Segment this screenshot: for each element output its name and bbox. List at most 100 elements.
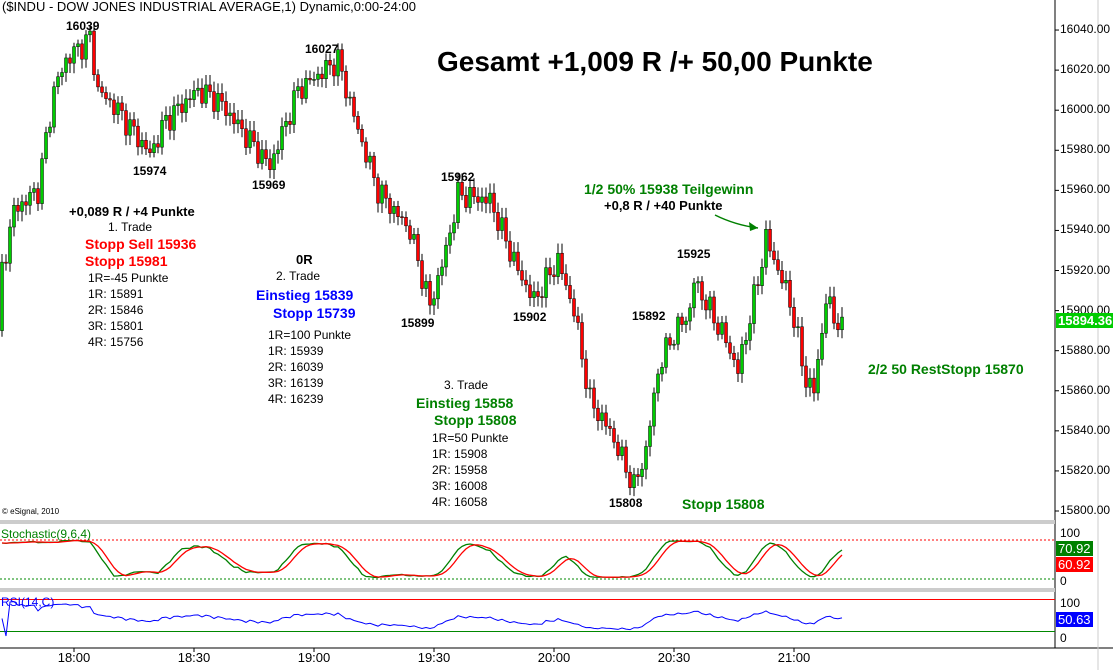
trade3-target: 3R: 16008 [432,479,488,493]
candle-body [208,84,212,92]
stoch-d-line [1,539,843,578]
candle-body [708,296,712,311]
candle-body [304,78,308,99]
candle-body [696,281,700,284]
trade2-stop: Stopp 15739 [273,305,356,321]
candle-body [624,446,628,473]
swing-label: 15808 [609,496,643,510]
candle-body [392,206,396,214]
candle-body [248,130,252,148]
candle-body [440,266,444,276]
candle-body [668,337,672,346]
x-tick-label: 21:00 [777,650,811,665]
swing-label: 15962 [441,170,475,184]
candle-body [72,46,76,64]
candle-body [136,125,140,148]
candle-body [508,240,512,262]
candle-body [632,474,636,488]
y-tick-label: 15980.00 [1060,142,1111,157]
candle-body [688,307,692,322]
candle-body [284,121,288,127]
trade2-name: 2. Trade [276,269,321,283]
candle-body [348,96,352,99]
trade3-r: 1R=50 Punkte [432,431,509,445]
candle-body [528,284,532,298]
y-tick-label: 15840.00 [1060,422,1111,437]
candle-body [532,291,536,298]
candle-body [760,267,764,286]
candle-body [244,128,248,148]
swing-label: 15902 [513,310,547,324]
candle-body [324,60,328,79]
candle-body [240,119,244,129]
stoch-k-badge: 70.92 [1056,541,1093,556]
candle-body [176,103,180,106]
candle-body [16,204,20,212]
candle-body [196,87,200,91]
candle-body [288,121,292,125]
rsi-line [1,601,843,637]
y-tick-label: 15860.00 [1060,382,1111,397]
candle-body [712,296,716,324]
candle-body [504,217,508,242]
candle-body [92,30,96,75]
y-tick-label: 16020.00 [1060,62,1111,77]
stoch-value-badge: 60.92 [1056,557,1093,572]
candle-body [500,217,504,231]
candle-body [404,216,408,227]
swing-label: 16027 [305,42,339,56]
trade2-r: 1R=100 Punkte [268,328,352,342]
candle-body [0,261,4,331]
candle-body [492,192,496,213]
candle-body [132,119,136,127]
candle-body [60,72,64,77]
candle-body [516,251,520,271]
candle-body [88,30,92,36]
y-tick-label: 16000.00 [1060,102,1111,117]
y-tick-label: 16040.00 [1060,22,1111,37]
candle-body [28,192,32,206]
candle-body [792,306,796,328]
swing-label: 16039 [66,19,100,33]
candle-body [312,79,316,81]
candle-body [156,143,160,148]
trade3-target: 4R: 16058 [432,495,488,509]
candle-body [416,234,420,261]
last-price-badge: 15894.36 [1056,313,1113,328]
candle-body [816,359,820,394]
swing-label: 15899 [401,316,435,330]
candle-body [800,326,804,367]
candle-body [400,216,404,218]
candle-body [148,148,152,153]
pane-divider [0,520,1055,524]
trade3-name: 3. Trade [444,378,489,392]
candle-body [512,251,516,262]
candle-body [8,226,12,264]
candle-body [520,270,524,281]
candle-body [704,299,708,311]
candle-body [524,279,528,286]
candle-body [476,196,480,203]
candle-body [160,120,164,148]
candle-body [220,93,224,102]
candle-body [464,195,468,208]
rsi-top: 100 [1060,596,1081,610]
candle-body [84,34,88,60]
y-tick-label: 15960.00 [1060,182,1111,197]
y-tick-label: 15880.00 [1060,342,1111,357]
candle-body [788,280,792,308]
candle-body [168,115,172,131]
candle-body [732,352,736,360]
candle-body [172,105,176,131]
candle-body [80,43,84,60]
candle-body [776,259,780,271]
candle-body [12,204,16,228]
candle-body [140,139,144,148]
candle-body [488,192,492,204]
candle-body [256,141,260,164]
swing-label: 15892 [632,309,666,323]
candle-body [224,101,228,116]
candle-body [772,250,776,260]
candle-body [204,84,208,104]
candle-body [540,296,544,298]
